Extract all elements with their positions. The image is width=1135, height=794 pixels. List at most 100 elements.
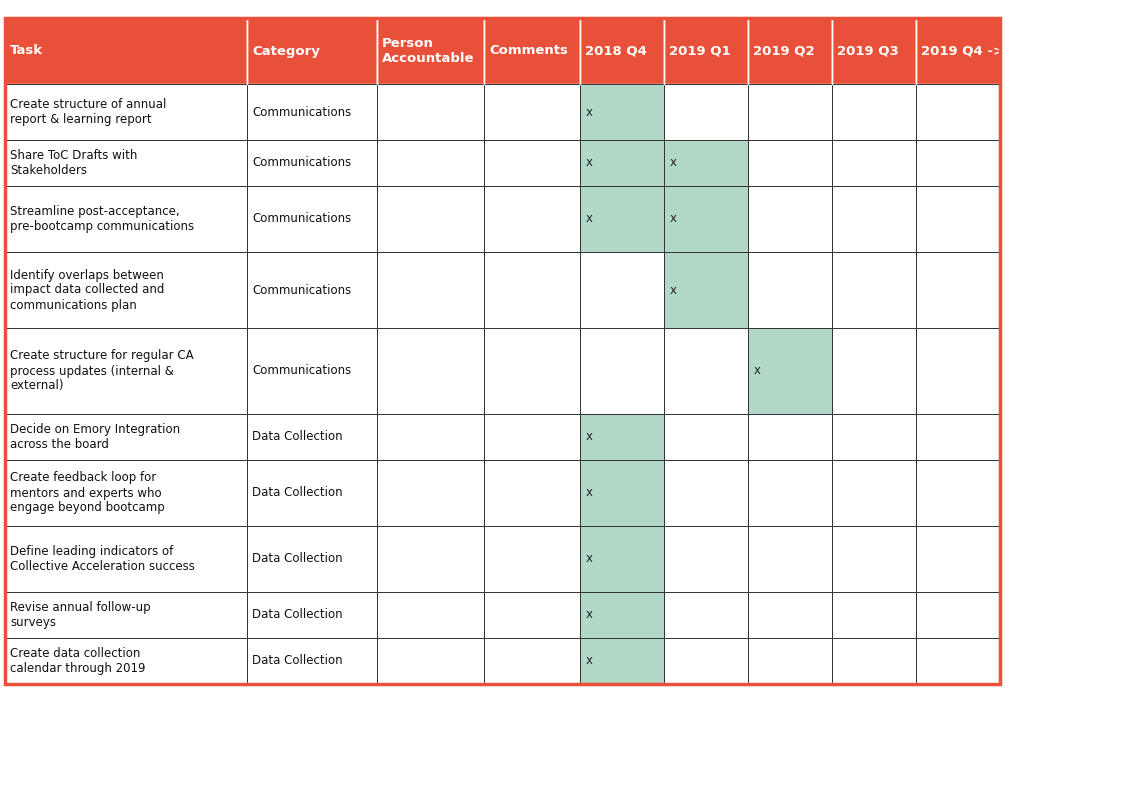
Bar <box>748 638 832 684</box>
Bar <box>916 140 1000 186</box>
Bar <box>247 252 377 328</box>
Text: x: x <box>586 156 592 169</box>
Bar <box>832 140 916 186</box>
Bar <box>832 460 916 526</box>
Text: x: x <box>670 156 676 169</box>
Text: Data Collection: Data Collection <box>252 654 343 668</box>
Bar <box>377 84 484 140</box>
Text: x: x <box>754 364 760 377</box>
Bar <box>484 638 580 684</box>
Bar <box>664 460 748 526</box>
Bar <box>916 460 1000 526</box>
Bar <box>5 186 247 252</box>
Bar <box>5 414 247 460</box>
Bar <box>5 18 247 84</box>
Text: Data Collection: Data Collection <box>252 430 343 444</box>
Bar <box>484 18 580 84</box>
Text: Communications: Communications <box>252 156 351 169</box>
Bar <box>580 252 664 328</box>
Bar <box>916 186 1000 252</box>
Bar <box>5 140 247 186</box>
Bar <box>580 18 664 84</box>
Bar <box>484 460 580 526</box>
Bar <box>748 526 832 592</box>
Bar <box>748 252 832 328</box>
Text: Category: Category <box>252 44 320 57</box>
Text: Decide on Emory Integration
across the board: Decide on Emory Integration across the b… <box>10 423 180 451</box>
Bar <box>247 18 377 84</box>
Bar <box>5 460 247 526</box>
Bar <box>5 638 247 684</box>
Text: 2019 Q3: 2019 Q3 <box>836 44 899 57</box>
Bar <box>484 526 580 592</box>
Bar <box>832 328 916 414</box>
Bar <box>748 328 832 414</box>
Bar <box>377 526 484 592</box>
Bar <box>916 638 1000 684</box>
Text: Communications: Communications <box>252 213 351 225</box>
Bar <box>748 592 832 638</box>
Bar <box>664 84 748 140</box>
Text: Communications: Communications <box>252 283 351 296</box>
Text: Streamline post-acceptance,
pre-bootcamp communications: Streamline post-acceptance, pre-bootcamp… <box>10 205 194 233</box>
Bar <box>580 84 664 140</box>
Text: x: x <box>670 283 676 296</box>
Text: Revise annual follow-up
surveys: Revise annual follow-up surveys <box>10 601 151 629</box>
Bar <box>247 140 377 186</box>
Bar <box>580 592 664 638</box>
Bar <box>580 186 664 252</box>
Bar <box>916 252 1000 328</box>
Bar <box>5 526 247 592</box>
Bar <box>832 186 916 252</box>
Text: 2019 Q4 ->: 2019 Q4 -> <box>920 44 1004 57</box>
Bar <box>484 328 580 414</box>
Text: Communications: Communications <box>252 106 351 118</box>
Bar <box>377 592 484 638</box>
Bar <box>748 84 832 140</box>
Bar <box>916 328 1000 414</box>
Text: Create data collection
calendar through 2019: Create data collection calendar through … <box>10 647 145 675</box>
Bar <box>832 414 916 460</box>
Bar <box>664 18 748 84</box>
Bar <box>664 186 748 252</box>
Bar <box>377 252 484 328</box>
Bar <box>247 592 377 638</box>
Bar <box>580 328 664 414</box>
Bar <box>247 84 377 140</box>
Bar <box>832 18 916 84</box>
Bar <box>664 592 748 638</box>
Bar <box>377 638 484 684</box>
Bar <box>580 638 664 684</box>
Bar <box>377 414 484 460</box>
Bar <box>5 592 247 638</box>
Bar <box>377 328 484 414</box>
Text: x: x <box>586 654 592 668</box>
Text: x: x <box>586 487 592 499</box>
Bar <box>247 526 377 592</box>
Text: Comments: Comments <box>489 44 568 57</box>
Bar <box>916 18 1000 84</box>
Bar <box>748 140 832 186</box>
Bar <box>580 140 664 186</box>
Text: Share ToC Drafts with
Stakeholders: Share ToC Drafts with Stakeholders <box>10 149 137 177</box>
Text: Create structure of annual
report & learning report: Create structure of annual report & lear… <box>10 98 167 126</box>
Text: x: x <box>586 106 592 118</box>
Bar <box>484 414 580 460</box>
Bar <box>664 638 748 684</box>
Bar <box>484 84 580 140</box>
Text: Communications: Communications <box>252 364 351 377</box>
Bar <box>377 140 484 186</box>
Bar <box>664 252 748 328</box>
Bar <box>748 18 832 84</box>
Text: Task: Task <box>10 44 43 57</box>
Bar <box>377 18 484 84</box>
Bar <box>484 252 580 328</box>
Bar <box>664 140 748 186</box>
Bar <box>580 526 664 592</box>
Bar <box>580 414 664 460</box>
Bar <box>247 328 377 414</box>
Bar <box>377 460 484 526</box>
Bar <box>5 252 247 328</box>
Bar <box>748 186 832 252</box>
Text: Identify overlaps between
impact data collected and
communications plan: Identify overlaps between impact data co… <box>10 268 165 311</box>
